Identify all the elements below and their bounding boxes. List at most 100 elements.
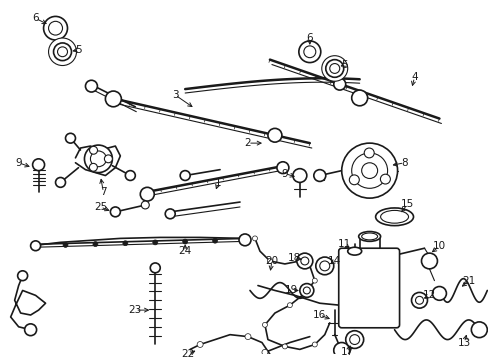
Circle shape	[24, 324, 37, 336]
Circle shape	[239, 234, 250, 246]
Text: 15: 15	[400, 199, 413, 209]
Circle shape	[348, 175, 359, 185]
Circle shape	[296, 253, 312, 269]
Circle shape	[312, 342, 317, 347]
Circle shape	[125, 171, 135, 180]
Circle shape	[140, 187, 154, 201]
Text: 4: 4	[410, 72, 417, 82]
Circle shape	[267, 129, 281, 142]
Circle shape	[165, 209, 175, 219]
Circle shape	[43, 17, 67, 40]
Text: 9: 9	[281, 168, 287, 179]
Ellipse shape	[361, 233, 377, 240]
Text: 21: 21	[462, 276, 475, 285]
Circle shape	[262, 350, 267, 355]
Ellipse shape	[358, 231, 380, 241]
Circle shape	[364, 148, 373, 158]
Circle shape	[299, 284, 313, 297]
Circle shape	[183, 239, 187, 244]
Text: 23: 23	[128, 305, 142, 315]
Text: 16: 16	[312, 310, 326, 320]
Circle shape	[312, 278, 317, 283]
Text: 13: 13	[457, 338, 470, 347]
Text: 20: 20	[265, 256, 278, 266]
Circle shape	[90, 151, 106, 167]
Circle shape	[421, 253, 437, 269]
Circle shape	[89, 163, 97, 171]
Circle shape	[65, 133, 75, 143]
Circle shape	[333, 342, 349, 358]
Circle shape	[212, 238, 217, 243]
Circle shape	[380, 174, 389, 184]
Circle shape	[122, 241, 127, 246]
Circle shape	[252, 236, 257, 241]
Circle shape	[267, 258, 272, 264]
Circle shape	[141, 201, 149, 209]
Text: 25: 25	[94, 202, 107, 212]
Circle shape	[333, 78, 345, 90]
Circle shape	[31, 241, 41, 251]
Circle shape	[321, 56, 347, 81]
Circle shape	[325, 60, 343, 77]
Circle shape	[351, 90, 367, 106]
Circle shape	[152, 240, 158, 245]
Text: 8: 8	[401, 158, 407, 168]
Circle shape	[303, 46, 315, 58]
Text: 9: 9	[15, 158, 22, 168]
Circle shape	[197, 342, 203, 347]
Circle shape	[84, 145, 112, 172]
Text: 7: 7	[100, 187, 106, 197]
Circle shape	[104, 155, 112, 163]
Text: 17: 17	[341, 347, 354, 357]
Text: 18: 18	[287, 253, 301, 263]
Ellipse shape	[380, 210, 407, 223]
Circle shape	[361, 163, 377, 179]
Circle shape	[276, 162, 288, 174]
Circle shape	[349, 335, 359, 345]
Circle shape	[150, 263, 160, 273]
Circle shape	[341, 143, 397, 198]
Text: 6: 6	[32, 13, 39, 23]
Circle shape	[56, 177, 65, 187]
Circle shape	[297, 258, 302, 264]
Circle shape	[33, 159, 44, 171]
Circle shape	[329, 64, 339, 73]
Circle shape	[89, 147, 97, 154]
Text: 5: 5	[341, 59, 347, 69]
Circle shape	[242, 237, 247, 242]
Circle shape	[319, 261, 329, 271]
Circle shape	[18, 271, 27, 281]
Circle shape	[105, 91, 121, 107]
Circle shape	[58, 47, 67, 57]
Circle shape	[63, 243, 68, 247]
Text: 12: 12	[422, 291, 435, 300]
Circle shape	[93, 242, 98, 247]
Text: 24: 24	[178, 246, 191, 256]
Circle shape	[300, 257, 308, 265]
Circle shape	[53, 43, 71, 60]
Text: 3: 3	[172, 90, 178, 100]
Text: 19: 19	[285, 285, 298, 296]
Ellipse shape	[375, 208, 413, 226]
Circle shape	[287, 303, 292, 308]
Text: 11: 11	[337, 239, 350, 249]
Circle shape	[298, 41, 320, 63]
Circle shape	[292, 168, 306, 183]
Circle shape	[110, 207, 120, 217]
Circle shape	[262, 323, 267, 327]
Text: 22: 22	[181, 349, 194, 359]
Text: 6: 6	[306, 33, 312, 43]
Text: 5: 5	[75, 45, 81, 55]
Circle shape	[345, 331, 363, 348]
Circle shape	[85, 80, 97, 92]
Text: 14: 14	[327, 256, 341, 266]
Circle shape	[180, 171, 190, 180]
Circle shape	[470, 322, 487, 338]
Ellipse shape	[347, 247, 361, 255]
Circle shape	[303, 287, 310, 294]
Circle shape	[315, 257, 333, 275]
Text: 10: 10	[432, 241, 445, 251]
Circle shape	[244, 334, 250, 339]
Circle shape	[411, 292, 427, 308]
Circle shape	[431, 287, 446, 300]
